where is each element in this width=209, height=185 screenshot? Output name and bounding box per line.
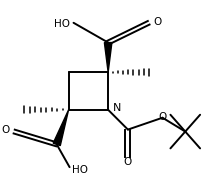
Text: O: O [1,125,9,134]
Text: O: O [154,17,162,27]
Text: HO: HO [71,165,88,175]
Text: O: O [124,157,132,167]
Text: O: O [158,112,167,122]
Polygon shape [53,110,69,146]
Text: HO: HO [54,19,70,29]
Polygon shape [104,43,112,72]
Text: N: N [113,103,121,113]
